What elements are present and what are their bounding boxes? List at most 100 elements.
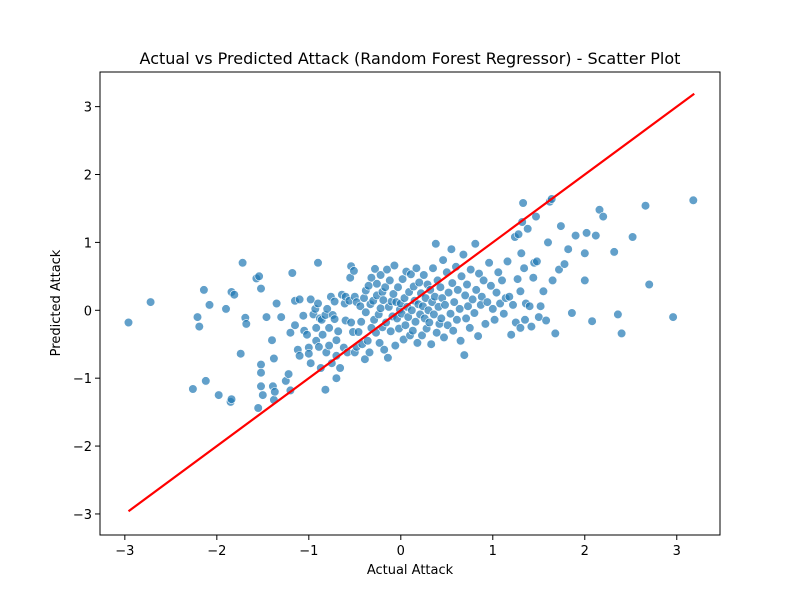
data-point	[535, 301, 546, 311]
data-point	[541, 315, 551, 326]
data-point	[519, 263, 529, 273]
data-point	[499, 309, 509, 319]
data-point	[406, 269, 416, 279]
plot-frame	[99, 71, 721, 536]
data-point	[447, 278, 457, 288]
data-point	[298, 311, 308, 321]
data-point	[587, 316, 597, 326]
data-point	[229, 290, 239, 300]
data-point	[318, 330, 328, 340]
data-point	[627, 232, 638, 242]
data-point	[532, 256, 542, 267]
data-point	[330, 314, 340, 324]
data-point	[435, 282, 446, 292]
data-point	[192, 312, 203, 322]
y-tick-label: 0	[84, 304, 92, 319]
data-point	[290, 320, 300, 330]
data-point	[567, 308, 577, 318]
x-tick-label: 3	[673, 544, 681, 559]
data-point	[285, 328, 296, 338]
data-point	[370, 264, 380, 274]
data-point	[480, 319, 491, 329]
data-point	[361, 307, 371, 317]
x-tick-label: −3	[115, 544, 134, 559]
data-point	[267, 335, 277, 345]
data-point	[459, 350, 469, 360]
reference-line-layer	[127, 92, 695, 513]
data-point	[407, 305, 417, 315]
data-point	[491, 288, 502, 298]
data-point	[199, 285, 209, 295]
data-point	[547, 275, 558, 286]
data-point	[188, 384, 198, 394]
data-point	[221, 304, 231, 314]
data-point	[688, 195, 698, 205]
data-point	[428, 263, 438, 273]
data-point	[462, 279, 472, 290]
data-point	[412, 338, 423, 348]
data-point	[429, 309, 439, 320]
data-point	[452, 315, 462, 325]
data-point	[493, 267, 503, 277]
data-point	[236, 349, 246, 359]
data-point	[484, 258, 494, 268]
data-point	[453, 285, 463, 295]
data-point	[554, 265, 564, 275]
data-point	[473, 331, 483, 341]
chart-title: Actual vs Predicted Attack (Random Fores…	[140, 49, 681, 68]
data-point	[390, 341, 400, 351]
data-point	[470, 239, 480, 249]
data-point	[241, 319, 251, 329]
data-point	[295, 294, 305, 305]
data-point	[314, 342, 324, 352]
data-point	[598, 212, 608, 222]
data-point	[331, 373, 342, 383]
data-point	[204, 300, 215, 310]
x-tick-label: −1	[299, 544, 318, 559]
data-point	[330, 296, 340, 307]
y-tick-label: 2	[84, 169, 92, 184]
data-point	[460, 290, 470, 301]
data-point	[376, 270, 386, 280]
data-point	[563, 244, 573, 254]
data-point	[430, 292, 440, 302]
data-point	[256, 368, 266, 378]
data-point	[398, 274, 408, 284]
data-point	[490, 315, 500, 325]
points-layer	[123, 194, 698, 413]
data-point	[333, 326, 343, 336]
data-point	[270, 387, 280, 397]
data-point	[324, 341, 334, 351]
data-point	[320, 385, 331, 395]
data-point	[538, 286, 549, 296]
data-point	[438, 255, 448, 265]
data-point	[360, 354, 370, 364]
data-point	[313, 258, 323, 268]
data-point	[531, 212, 541, 222]
y-tick-label: −3	[73, 508, 92, 523]
data-point	[466, 265, 476, 275]
data-point	[349, 266, 359, 276]
data-point	[455, 304, 465, 314]
data-point	[269, 353, 279, 364]
data-point	[644, 279, 654, 290]
data-point	[528, 273, 538, 283]
y-axis: −3 −2 −1 0 1 2 3	[73, 101, 100, 523]
data-point	[515, 286, 526, 296]
data-point	[506, 330, 516, 340]
data-point	[214, 390, 224, 400]
data-point	[123, 317, 134, 328]
y-tick-label: 3	[84, 101, 92, 116]
data-point	[382, 265, 392, 275]
data-point	[356, 317, 366, 327]
data-point	[516, 248, 526, 258]
data-point	[526, 322, 537, 332]
data-point	[556, 221, 566, 231]
data-point	[287, 268, 297, 278]
data-point	[443, 320, 453, 330]
y-axis-title: Predicted Attack	[49, 249, 64, 356]
data-point	[335, 363, 345, 373]
data-point	[508, 300, 518, 310]
data-point	[518, 198, 528, 208]
